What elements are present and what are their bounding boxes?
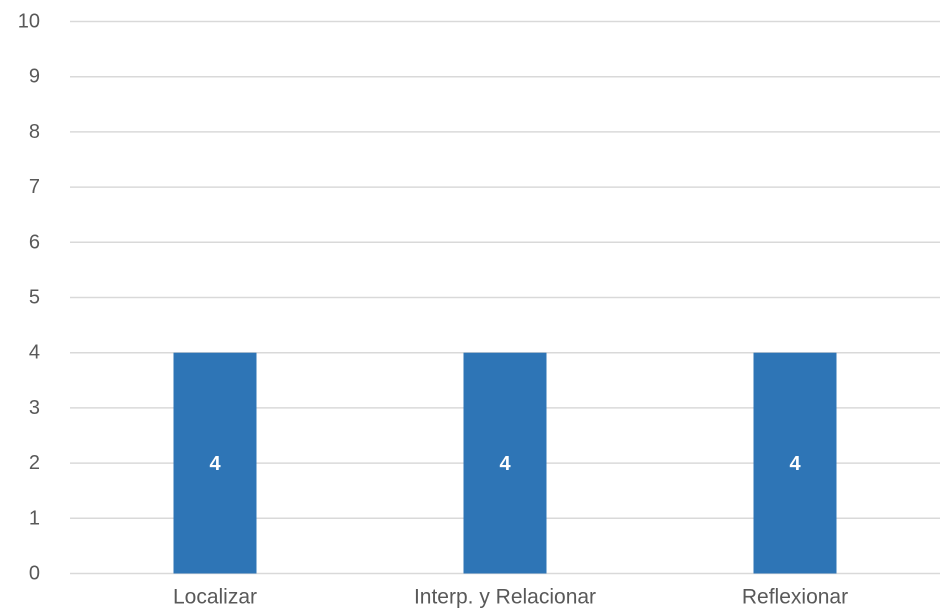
category-label-2: Interp. y Relacionar bbox=[414, 586, 596, 609]
y-tick-label-4: 4 bbox=[29, 342, 40, 364]
data-label-3: 4 bbox=[789, 453, 801, 475]
bars bbox=[173, 352, 837, 574]
data-label-1: 4 bbox=[209, 453, 221, 475]
y-axis-tick-labels: 0 1 2 3 4 5 6 7 8 9 10 bbox=[18, 11, 40, 585]
data-label-2: 4 bbox=[499, 453, 511, 475]
y-tick-label-8: 8 bbox=[29, 121, 40, 143]
category-label-1: Localizar bbox=[173, 586, 257, 609]
category-label-3: Reflexionar bbox=[742, 586, 848, 609]
y-tick-label-3: 3 bbox=[29, 397, 40, 419]
y-tick-label-0: 0 bbox=[29, 563, 40, 585]
bar-2 bbox=[463, 352, 547, 574]
y-tick-label-6: 6 bbox=[29, 231, 40, 253]
data-labels: 4 4 4 bbox=[209, 453, 801, 475]
x-axis-category-labels: Localizar Interp. y Relacionar Reflexionar bbox=[173, 586, 848, 609]
y-tick-label-7: 7 bbox=[29, 176, 40, 198]
y-tick-label-9: 9 bbox=[29, 66, 40, 88]
y-tick-label-10: 10 bbox=[18, 11, 40, 33]
bar-3 bbox=[753, 352, 837, 574]
y-tick-label-2: 2 bbox=[29, 452, 40, 474]
y-tick-label-5: 5 bbox=[29, 287, 40, 309]
y-tick-label-1: 1 bbox=[29, 507, 40, 529]
bar-1 bbox=[173, 352, 257, 574]
